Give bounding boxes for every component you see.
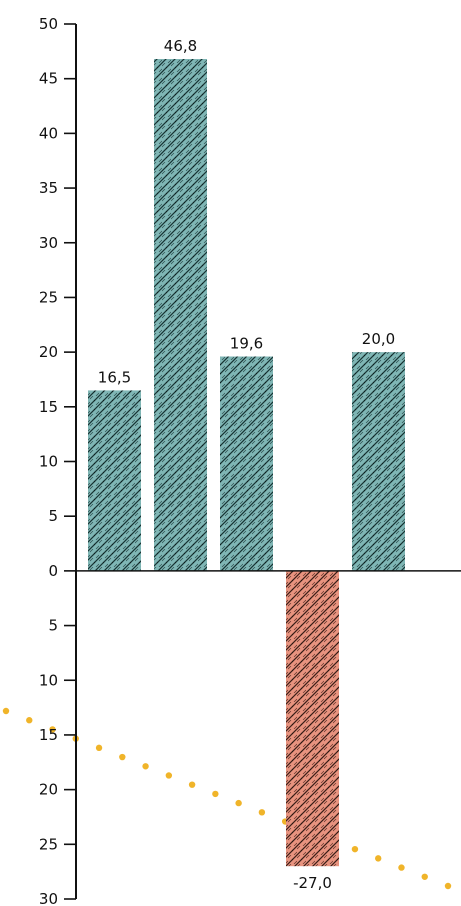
y-tick-label: 35 [39,179,58,197]
y-tick-label: 15 [39,726,58,744]
decorative-dot [375,855,382,862]
bar-value-label: -27,0 [293,874,332,892]
y-tick-label: 50 [39,15,58,33]
y-tick-label: 15 [39,398,58,416]
decorative-dot [142,763,149,770]
y-tick-label: 30 [39,890,58,906]
bar [286,570,339,867]
bar [154,59,207,571]
decorative-dot [212,790,219,798]
decorative-dot [2,707,10,715]
y-tick-label: 30 [39,234,58,252]
y-tick-label: 40 [39,124,58,142]
decorative-dot [49,726,56,733]
y-tick-label: 25 [39,835,58,853]
value-labels: 16,5 46,8 19,6 -27,0 20,0 [98,37,395,892]
decorative-dot [351,845,359,853]
y-tick-label: 20 [39,781,58,799]
decorative-dot [235,799,242,807]
decorative-dot [119,753,126,761]
bar-value-label: 20,0 [362,330,395,348]
decorative-dot [421,873,428,880]
decorative-dot [26,717,33,724]
y-tick-label: 45 [39,70,58,88]
bar-value-label: 19,6 [230,335,263,353]
y-tick-label: 25 [39,288,58,306]
decorative-dot [95,744,103,752]
decorative-dot [188,781,196,788]
y-tick-label: 5 [48,507,58,525]
decorative-dot [444,882,452,890]
bar [88,390,141,571]
y-tick-label: 20 [39,343,58,361]
decorative-dot [398,864,405,871]
bar [352,352,405,571]
bars [88,59,405,867]
y-tick-label: 5 [48,617,58,635]
y-tick-label: 0 [48,562,58,580]
bar-value-label: 46,8 [164,37,197,55]
decorative-dot [165,772,173,779]
bar [220,356,273,571]
bar-value-label: 16,5 [98,368,131,386]
decorative-dot [258,809,266,816]
y-tick-label: 10 [39,453,58,471]
y-tick-label: 10 [39,671,58,689]
